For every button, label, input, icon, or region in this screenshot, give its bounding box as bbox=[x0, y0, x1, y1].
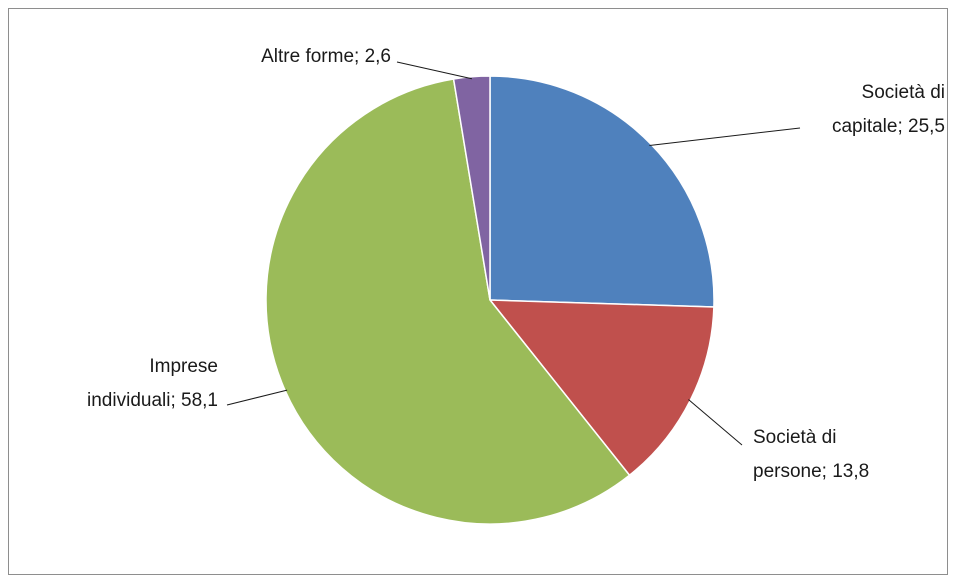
data-labels: Società di capitale; 25,5 Società di person… bbox=[87, 46, 945, 482]
leader-lines bbox=[226, 61, 801, 446]
leader-line-2 bbox=[226, 389, 288, 406]
pie-slice-societ-di-capitale bbox=[489, 75, 715, 308]
pie-slice-altre-forme bbox=[452, 75, 491, 301]
data-label-altre-forme: Altre forme; 2,6 bbox=[261, 46, 391, 67]
data-label-societ-di-persone: Società di persone; 13,8 bbox=[753, 427, 869, 482]
data-label-societ-di-capitale: Società di capitale; 25,5 bbox=[832, 82, 945, 137]
pie-slices bbox=[265, 75, 715, 525]
leader-line-3 bbox=[396, 61, 472, 80]
leader-line-0 bbox=[649, 127, 801, 147]
data-label-imprese-individuali: Imprese individuali; 58,1 bbox=[87, 356, 218, 411]
leader-line-1 bbox=[688, 399, 743, 446]
